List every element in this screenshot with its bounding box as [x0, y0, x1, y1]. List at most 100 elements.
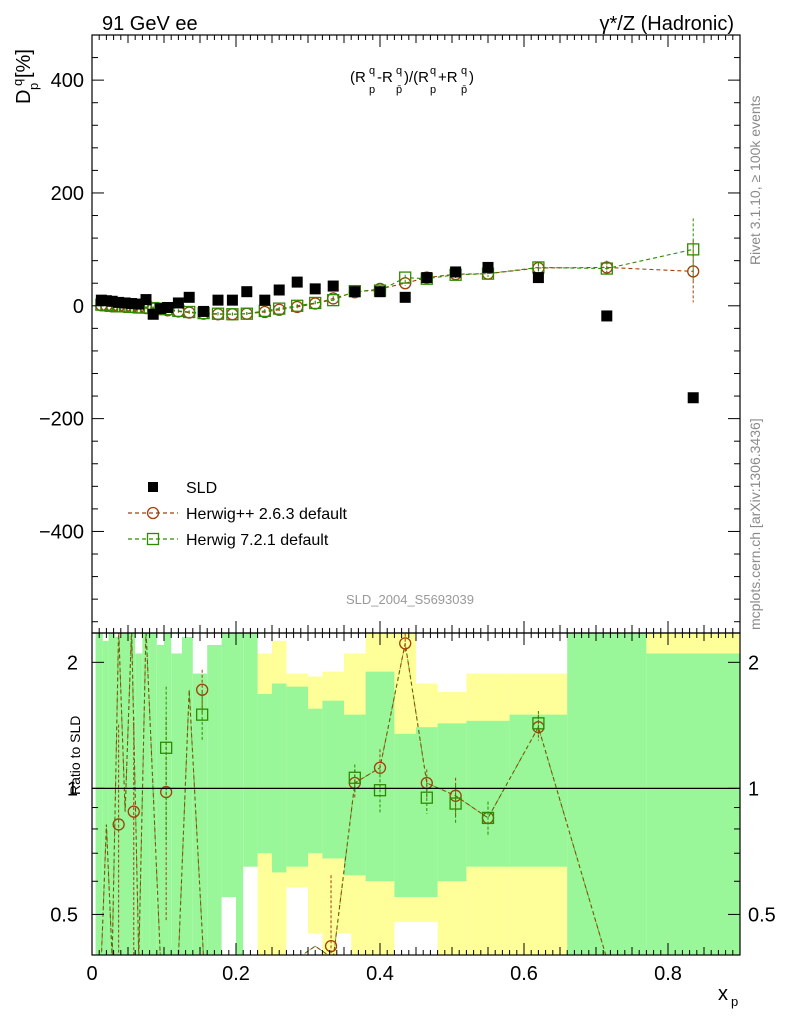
xlabel-sub: p	[731, 994, 738, 1009]
main-point-sld-29	[601, 310, 613, 322]
main-ytick-label-0: −400	[39, 521, 84, 543]
ratio-point-herwigpp-1	[127, 805, 140, 818]
main-point-sld-19	[291, 276, 303, 288]
svg-text:q: q	[461, 65, 467, 77]
svg-text:(R: (R	[350, 69, 366, 86]
mcplots-label: mcplots.cern.ch [arXiv:1306.3436]	[747, 418, 763, 630]
main-point-sld-13	[198, 305, 210, 317]
band-green-18	[257, 694, 272, 854]
main-point-sld-5	[126, 298, 138, 310]
svg-text:p̄: p̄	[396, 84, 402, 96]
legend-label-herwig7: Herwig 7.2.1 default	[186, 532, 329, 549]
ratio-ytick-label-left-2: 2	[67, 652, 78, 674]
legend-marker-herwig7	[146, 532, 160, 546]
ylabel-sub: p	[26, 83, 41, 90]
svg-text:p: p	[369, 84, 375, 96]
analysis-id-label: SLD_2004_S5693039	[346, 592, 474, 607]
main-point-sld-22	[349, 286, 361, 298]
main-point-herwig7-14	[211, 307, 225, 320]
main-point-herwig7-19	[291, 299, 304, 312]
svg-text:D: D	[13, 90, 35, 104]
ratio-point-herwig7-4	[420, 791, 433, 804]
svg-text:)/(R: )/(R	[404, 69, 429, 86]
band-gap-0	[336, 933, 352, 955]
main-point-herwig7-29	[600, 262, 613, 275]
ratio-point-herwig7-7	[532, 717, 545, 730]
legend: SLD Herwig++ 2.6.3 default Herwig 7.2.1 …	[128, 480, 348, 549]
main-line-2	[101, 248, 694, 315]
main-point-sld-8	[147, 308, 159, 320]
band-green-22	[322, 700, 344, 859]
main-ytick-label-4: 400	[51, 70, 84, 92]
legend-marker-sld	[148, 482, 158, 492]
band-green-11	[171, 653, 182, 955]
main-series-layer	[95, 218, 700, 404]
band-green-31	[646, 653, 740, 955]
band-green-17	[243, 633, 258, 867]
main-point-herwig7-12	[183, 305, 196, 319]
main-point-herwig7-21	[327, 294, 340, 307]
xtick-label-4: 0.8	[654, 963, 682, 985]
ylabel-unit: [%]	[13, 49, 35, 78]
ratio-point-herwig7-6	[481, 811, 495, 825]
ratio-point-herwig7-5	[449, 797, 462, 810]
main-point-herwig7-20	[309, 296, 322, 310]
main-point-sld-12	[183, 291, 195, 303]
main-point-sld-3	[113, 296, 125, 308]
band-green-20	[286, 686, 308, 867]
main-point-sld-27	[482, 261, 494, 273]
header-right-label: γ*/Z (Hadronic)	[600, 13, 734, 35]
legend-label-herwigpp: Herwig++ 2.6.3 default	[186, 506, 348, 523]
main-point-sld-9	[154, 303, 166, 315]
ratio-ytick-label-left-1: 1	[67, 778, 78, 800]
band-green-9	[156, 644, 164, 955]
main-ytick-label-1: −200	[39, 409, 84, 431]
svg-text:+R: +R	[438, 69, 458, 86]
main-point-sld-10	[162, 301, 174, 313]
ratio-ytick-label-right-2: 2	[748, 652, 759, 674]
main-point-sld-28	[532, 272, 544, 284]
band-green-6	[135, 653, 143, 955]
ylabel-sup: q	[10, 79, 25, 86]
axes-layer: −400 −200 0 200 400 0 0.2 0.4 0.6 0.8 0.5 0.5 1 1 2 2	[39, 34, 776, 985]
main-point-sld-23	[374, 286, 386, 298]
x-axis-label: x p	[718, 983, 738, 1009]
svg-text:p: p	[430, 84, 436, 96]
band-green-15	[221, 633, 236, 898]
band-green-2	[108, 633, 116, 955]
main-point-sld-25	[421, 272, 433, 284]
svg-text:q: q	[396, 65, 402, 77]
ratio-ytick-label-left-0: 0.5	[50, 904, 78, 926]
ratio-point-herwig7-2	[348, 771, 361, 784]
svg-text:q: q	[369, 65, 375, 77]
formula-annotation: (R q p -R q p̄ )/(R q p +R q p̄ )	[350, 65, 474, 96]
main-point-sld-18	[273, 284, 285, 296]
main-point-sld-15	[226, 294, 238, 306]
main-point-sld-21	[327, 280, 339, 292]
band-green-13	[192, 673, 208, 955]
legend-label-sld: SLD	[186, 480, 217, 497]
main-point-sld-14	[212, 294, 224, 306]
ratio-point-herwigpp-0	[112, 818, 125, 831]
xlabel-main: x	[718, 983, 728, 1005]
main-point-herwig7-15	[226, 308, 239, 321]
ylabel-main: D	[13, 90, 35, 104]
xtick-label-3: 0.6	[510, 963, 538, 985]
band-green-30	[567, 633, 647, 955]
xtick-label-2: 0.4	[366, 963, 394, 985]
main-point-sld-1	[100, 295, 112, 307]
band-green-25	[394, 733, 416, 898]
main-point-sld-16	[241, 286, 253, 298]
rivet-version-label: Rivet 3.1.10, ≥ 100k events	[747, 95, 763, 265]
ratio-point-herwig7-1	[196, 708, 209, 721]
main-point-sld-4	[119, 297, 131, 309]
band-green-12	[182, 636, 193, 955]
ratio-y-axis-label: Ratio to SLD	[67, 716, 83, 795]
main-point-herwig7-24	[399, 271, 412, 284]
main-point-herwig7-18	[273, 302, 286, 315]
svg-text:p̄: p̄	[461, 84, 467, 96]
main-point-sld-24	[399, 291, 411, 303]
band-green-16	[236, 633, 244, 955]
band-green-1	[102, 640, 109, 955]
ratio-point-herwigpp-3	[196, 683, 209, 696]
